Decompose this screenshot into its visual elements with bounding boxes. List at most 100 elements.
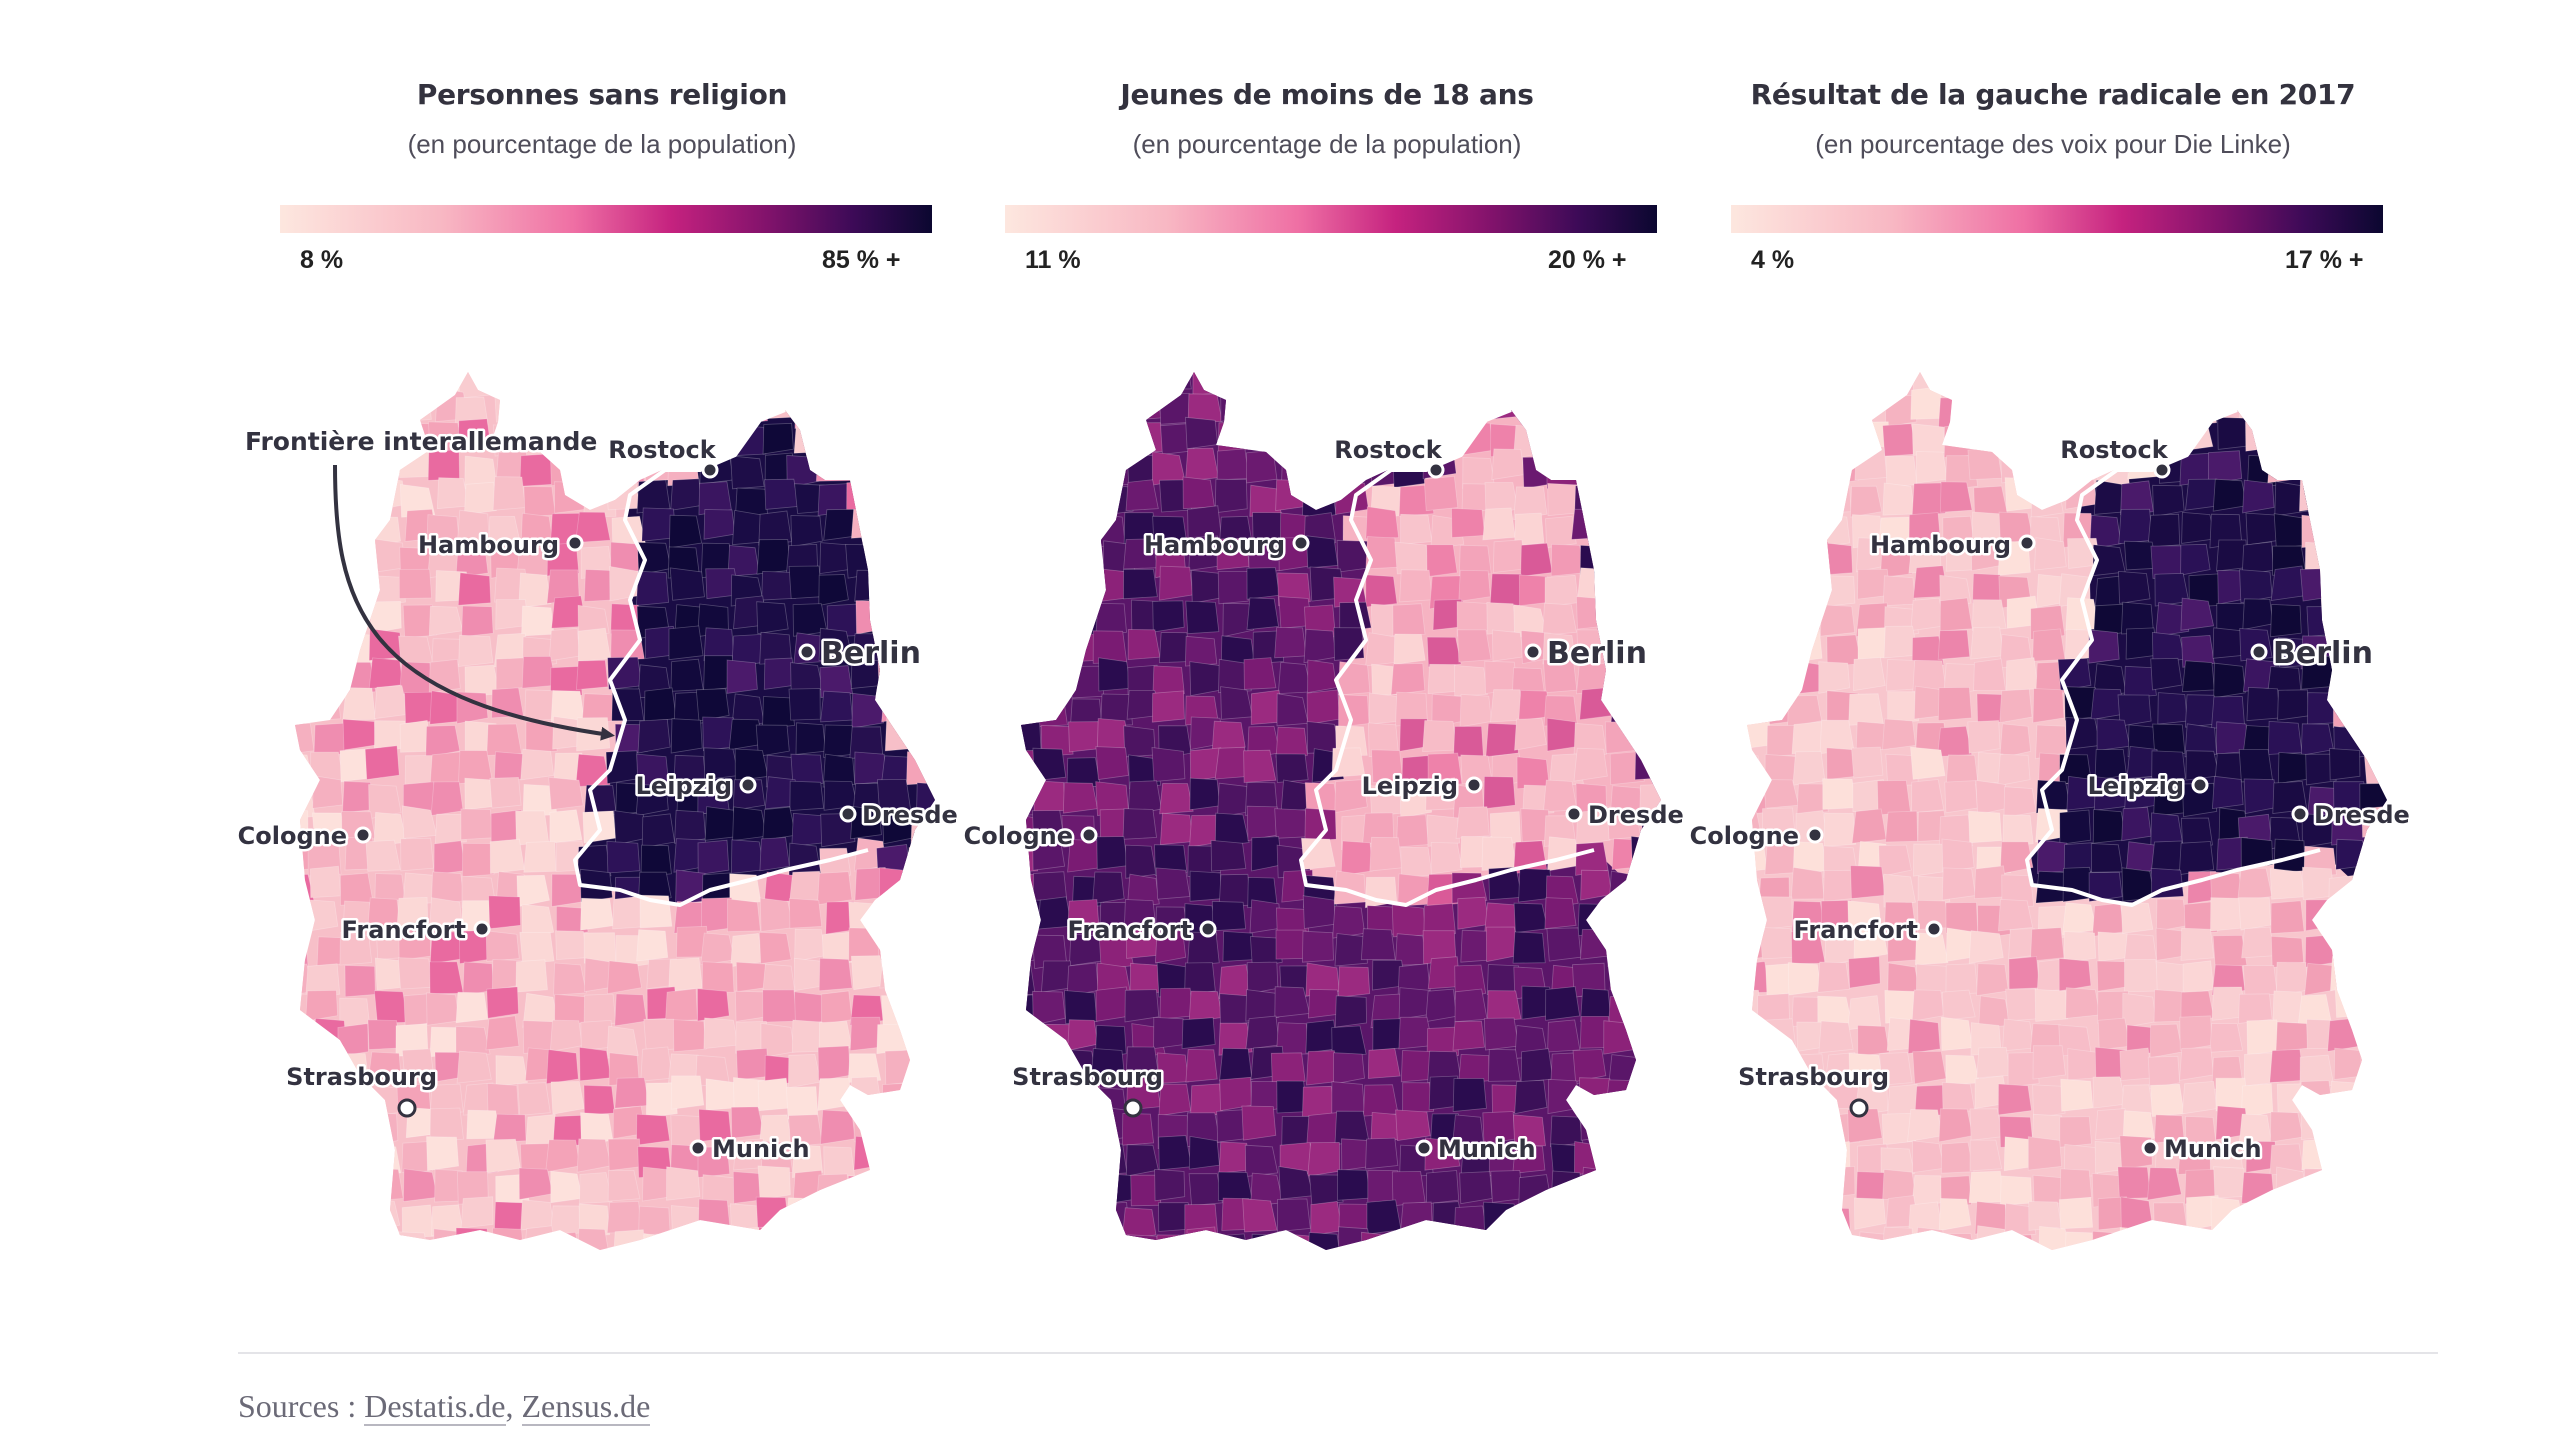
- panel-title: Résultat de la gauche radicale en 2017: [1750, 78, 2356, 111]
- district-cell: [1245, 449, 1278, 484]
- district-cell: [1795, 1198, 1829, 1231]
- district-cell: [1854, 445, 1888, 481]
- district-cell: [425, 725, 461, 758]
- district-cell: [305, 963, 341, 998]
- district-cell: [817, 1077, 853, 1111]
- district-cell: [545, 1139, 581, 1173]
- district-cell: [2333, 541, 2366, 577]
- district-cell: [1246, 597, 1279, 631]
- district-cell: [1430, 841, 1463, 875]
- district-cell: [2390, 963, 2421, 996]
- district-cell: [364, 745, 400, 780]
- district-cell: [1337, 661, 1371, 696]
- district-cell: [2395, 659, 2427, 690]
- district-cell: [1399, 1201, 1433, 1234]
- district-cell: [1040, 1228, 1074, 1250]
- district-cell: [1365, 1137, 1399, 1170]
- district-cell: [939, 666, 972, 699]
- district-cell: [795, 722, 826, 755]
- district-cell: [608, 372, 643, 397]
- district-cell: [1277, 372, 1313, 390]
- district-cell: [1945, 963, 1979, 995]
- district-cell: [818, 627, 853, 661]
- district-cell: [2359, 541, 2387, 575]
- district-cell: [2212, 934, 2248, 970]
- district-cell: [516, 874, 550, 908]
- city-label: Munich: [712, 1135, 810, 1163]
- district-cell: [670, 718, 703, 754]
- city-marker: [1849, 1098, 1869, 1118]
- district-cell: [1763, 1174, 1796, 1208]
- district-cell: [1486, 602, 1518, 635]
- district-cell: [697, 839, 730, 876]
- source-link-zensus[interactable]: Zensus.de: [521, 1388, 651, 1426]
- district-cell: [1091, 1048, 1125, 1079]
- district-cell: [1095, 746, 1129, 780]
- district-cell: [2332, 1112, 2366, 1142]
- district-cell: [1604, 721, 1639, 754]
- district-cell: [1787, 1105, 1821, 1141]
- district-cell: [1759, 926, 1795, 960]
- district-cell: [2063, 931, 2097, 964]
- district-cell: [762, 806, 797, 841]
- district-cell: [1759, 605, 1796, 637]
- district-cell: [1547, 1078, 1580, 1115]
- district-cell: [940, 686, 974, 719]
- district-cell: [2119, 372, 2155, 390]
- district-cell: [1400, 513, 1433, 545]
- district-cell: [1520, 1048, 1554, 1083]
- city-label: Rostock: [2060, 436, 2168, 464]
- district-cell: [1910, 597, 1946, 632]
- district-cell: [550, 1081, 585, 1115]
- district-cell: [820, 690, 854, 723]
- district-cell: [2180, 543, 2211, 576]
- district-cell: [2393, 362, 2426, 396]
- district-cell: [2028, 424, 2062, 457]
- district-cell: [942, 876, 975, 907]
- district-cell: [818, 574, 849, 606]
- district-cell: [757, 1077, 791, 1112]
- district-cell: [698, 481, 732, 516]
- district-cell: [607, 1138, 642, 1171]
- district-cell: [1747, 598, 1765, 631]
- district-cell: [1640, 1018, 1661, 1051]
- district-cell: [1276, 1080, 1307, 1114]
- district-cell: [1512, 1114, 1546, 1147]
- district-cell: [1070, 513, 1105, 549]
- district-cell: [1760, 538, 1794, 569]
- district-cell: [548, 627, 581, 662]
- district-cell: [1453, 664, 1488, 697]
- district-cell: [879, 571, 913, 606]
- district-cell: [854, 569, 887, 602]
- district-cell: [2364, 393, 2387, 427]
- district-cell: [2003, 786, 2037, 818]
- district-cell: [515, 959, 548, 993]
- district-cell: [2299, 568, 2335, 602]
- district-cell: [1550, 1198, 1585, 1234]
- city-marker: [1465, 776, 1483, 794]
- district-cell: [1573, 747, 1608, 782]
- district-cell: [1885, 810, 1919, 843]
- district-cell: [550, 391, 586, 427]
- district-cell: [455, 1025, 491, 1058]
- district-cell: [2330, 423, 2363, 456]
- district-cell: [912, 511, 935, 547]
- district-cell: [614, 391, 648, 428]
- source-link-destatis[interactable]: Destatis.de: [364, 1388, 506, 1426]
- district-cell: [1747, 809, 1763, 842]
- district-cell: [1034, 453, 1067, 489]
- district-cell: [1822, 869, 1857, 902]
- district-cell: [1763, 779, 1800, 809]
- district-cell: [1390, 663, 1426, 696]
- district-cell: [2300, 1105, 2332, 1141]
- district-cell: [734, 748, 769, 782]
- district-cell: [2030, 484, 2064, 519]
- district-cell: [2360, 1024, 2387, 1058]
- district-cell: [879, 956, 914, 989]
- district-cell: [295, 626, 317, 660]
- district-cell: [1066, 565, 1102, 601]
- district-cell: [2335, 1175, 2369, 1208]
- district-cell: [1095, 602, 1127, 637]
- district-cell: [1098, 657, 1132, 692]
- district-cell: [521, 903, 555, 938]
